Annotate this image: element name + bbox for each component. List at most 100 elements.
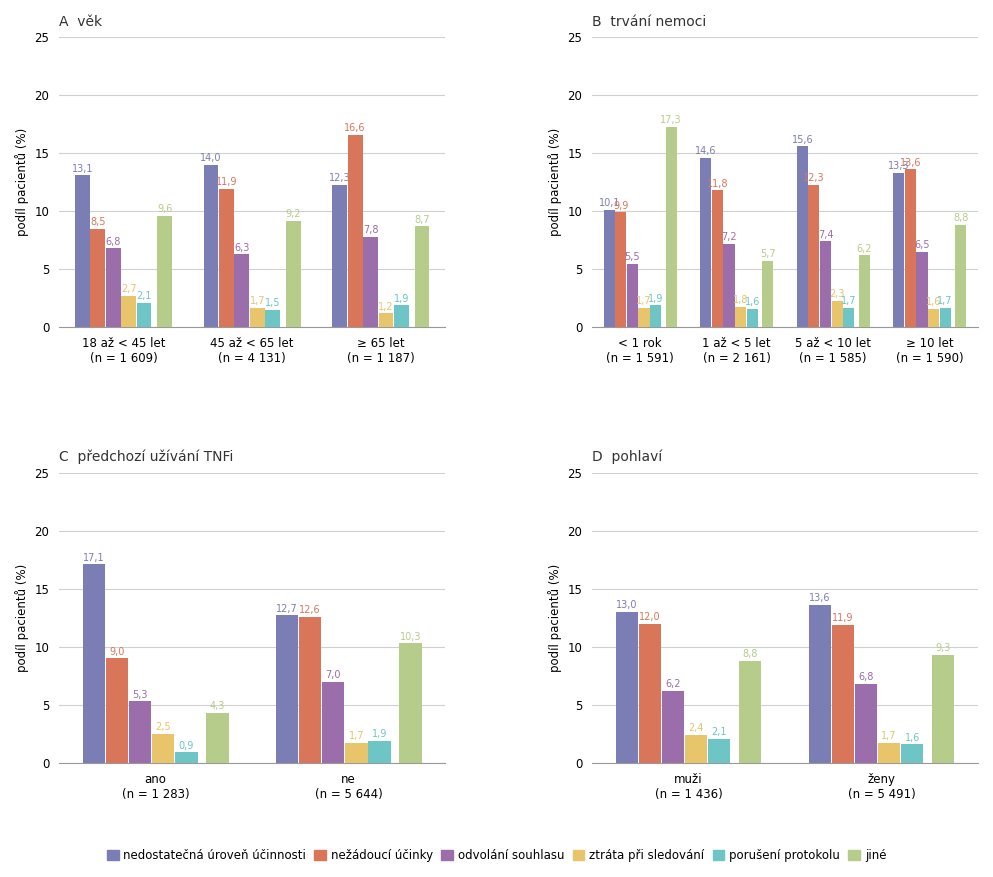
Bar — [712, 190, 723, 327]
Text: 6,8: 6,8 — [105, 237, 121, 246]
Bar — [604, 210, 615, 327]
Bar — [137, 303, 152, 327]
Bar — [665, 126, 676, 327]
Text: 15,6: 15,6 — [791, 134, 813, 145]
Bar — [346, 743, 367, 763]
Text: 11,9: 11,9 — [215, 177, 237, 188]
Bar — [176, 752, 198, 763]
Bar — [363, 237, 378, 327]
Text: 12,0: 12,0 — [639, 612, 660, 622]
Bar — [82, 564, 105, 763]
Text: 2,1: 2,1 — [712, 727, 727, 737]
Bar — [322, 681, 345, 763]
Bar — [106, 659, 128, 763]
Bar — [808, 605, 831, 763]
Bar — [286, 221, 301, 327]
Bar — [234, 254, 249, 327]
Bar — [333, 184, 348, 327]
Text: 1,6: 1,6 — [925, 297, 941, 307]
Text: 1,5: 1,5 — [265, 298, 280, 308]
Bar — [820, 241, 831, 327]
Text: 6,2: 6,2 — [665, 679, 681, 689]
Bar — [724, 244, 735, 327]
Text: 7,2: 7,2 — [721, 232, 737, 242]
Bar — [627, 264, 638, 327]
Bar — [685, 735, 707, 763]
Y-axis label: podíl pacientů (%): podíl pacientů (%) — [15, 564, 29, 672]
Bar — [878, 743, 901, 763]
Text: 6,2: 6,2 — [856, 244, 872, 253]
Text: 13,0: 13,0 — [616, 600, 638, 610]
Text: 1,7: 1,7 — [841, 296, 856, 306]
Y-axis label: podíl pacientů (%): podíl pacientů (%) — [548, 564, 562, 672]
Bar — [368, 741, 390, 763]
Bar — [932, 655, 954, 763]
Text: 17,3: 17,3 — [660, 115, 682, 125]
Y-axis label: podíl pacientů (%): podíl pacientů (%) — [548, 128, 562, 237]
Text: 12,3: 12,3 — [329, 173, 351, 182]
Bar — [638, 308, 649, 327]
Bar — [265, 310, 280, 327]
Bar — [204, 165, 218, 327]
Bar — [106, 248, 120, 327]
Bar — [955, 225, 966, 327]
Bar — [796, 146, 808, 327]
Text: 1,7: 1,7 — [882, 731, 897, 741]
Y-axis label: podíl pacientů (%): podíl pacientů (%) — [15, 128, 29, 237]
Bar — [808, 184, 819, 327]
Text: 9,2: 9,2 — [286, 209, 301, 219]
Text: 1,7: 1,7 — [637, 296, 651, 306]
Text: C  předchozí užívání TNFi: C předchozí užívání TNFi — [60, 450, 233, 465]
Bar — [832, 624, 854, 763]
Bar — [152, 734, 175, 763]
Text: 9,3: 9,3 — [935, 643, 951, 653]
Text: 12,3: 12,3 — [803, 173, 825, 182]
Bar — [894, 173, 905, 327]
Bar — [905, 169, 916, 327]
Bar — [348, 135, 362, 327]
Text: 5,7: 5,7 — [760, 249, 776, 260]
Bar — [250, 308, 265, 327]
Text: 11,8: 11,8 — [707, 179, 728, 189]
Text: 2,4: 2,4 — [688, 724, 704, 733]
Text: 0,9: 0,9 — [179, 741, 195, 751]
Bar — [638, 624, 661, 763]
Text: 6,3: 6,3 — [234, 243, 249, 253]
Bar — [121, 296, 136, 327]
Bar — [708, 738, 731, 763]
Text: 2,5: 2,5 — [156, 722, 171, 732]
Text: 1,7: 1,7 — [249, 296, 265, 306]
Text: 7,0: 7,0 — [326, 670, 341, 680]
Text: 14,6: 14,6 — [695, 146, 717, 156]
Bar — [219, 189, 233, 327]
Text: 5,3: 5,3 — [132, 689, 148, 700]
Text: 12,7: 12,7 — [276, 603, 298, 614]
Bar — [700, 158, 711, 327]
Text: 4,3: 4,3 — [210, 702, 225, 711]
Text: 12,6: 12,6 — [299, 605, 321, 615]
Bar — [662, 691, 684, 763]
Text: 10,1: 10,1 — [599, 198, 620, 209]
Text: 13,6: 13,6 — [900, 158, 922, 168]
Bar — [939, 308, 950, 327]
Text: B  trvání nemoci: B trvání nemoci — [592, 15, 706, 29]
Text: 7,8: 7,8 — [362, 225, 378, 235]
Bar — [207, 713, 228, 763]
Text: 1,6: 1,6 — [905, 732, 921, 743]
Bar — [74, 175, 89, 327]
Text: 8,8: 8,8 — [953, 213, 968, 224]
Text: 7,4: 7,4 — [818, 230, 833, 239]
Bar — [399, 644, 422, 763]
Text: 13,6: 13,6 — [809, 593, 830, 603]
Bar — [616, 612, 638, 763]
Text: 1,9: 1,9 — [648, 294, 663, 303]
Bar — [616, 212, 627, 327]
Text: D  pohlaví: D pohlaví — [592, 450, 662, 465]
Text: 8,5: 8,5 — [90, 217, 105, 227]
Text: 1,2: 1,2 — [378, 302, 394, 311]
Text: A  věk: A věk — [60, 15, 102, 29]
Text: 8,7: 8,7 — [414, 215, 430, 225]
Bar — [378, 313, 393, 327]
Text: 13,1: 13,1 — [71, 163, 93, 174]
Text: 10,3: 10,3 — [400, 631, 421, 642]
